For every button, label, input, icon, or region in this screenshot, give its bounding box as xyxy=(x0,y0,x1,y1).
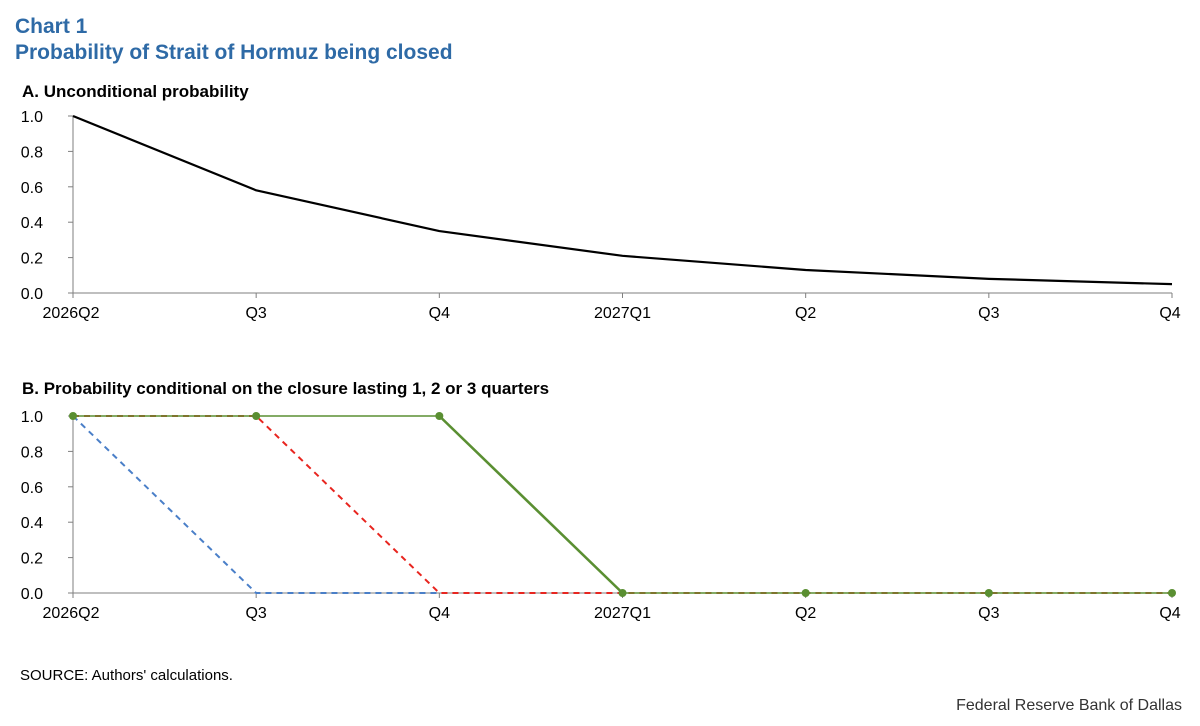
panel-b-series-3-point xyxy=(1168,589,1176,597)
panel-b-y-tick-label: 0.4 xyxy=(21,515,43,532)
panel-a-x-tick-label: 2026Q2 xyxy=(43,305,100,322)
panel-b-series-2-line xyxy=(73,415,1172,594)
panel-b-series-3-point xyxy=(984,589,993,597)
panel-b-x-tick-label: Q4 xyxy=(1159,605,1180,622)
panel-a-x-tick-label: Q3 xyxy=(978,305,999,322)
panel-b-series-3-point xyxy=(618,589,627,597)
panel-b-series-1-line xyxy=(72,415,1172,594)
panel-b-series-3-point xyxy=(69,412,77,420)
panel-b-y-tick-label: 0.6 xyxy=(21,480,43,497)
chart-title: Probability of Strait of Hormuz being cl… xyxy=(15,41,453,64)
panel-a-series-1-line xyxy=(72,114,1173,286)
panel-a-x-tick-label: Q3 xyxy=(245,305,266,322)
panel-a-y-tick-label: 0.8 xyxy=(21,144,43,161)
panel-b-x-tick-label: 2027Q1 xyxy=(594,605,651,622)
panel-b-series-3-line xyxy=(73,415,1172,594)
panel-b-y-tick-label: 0.2 xyxy=(21,551,43,568)
panel-b-series-3-point xyxy=(435,412,444,420)
chart-label: Chart 1 xyxy=(15,15,88,38)
panel-a-x-tick-label: Q2 xyxy=(795,305,816,322)
publisher-credit: Federal Reserve Bank of Dallas xyxy=(956,697,1182,714)
panel-b-x-tick-label: 2026Q2 xyxy=(43,605,100,622)
panel-b-x-tick-label: Q3 xyxy=(245,605,266,622)
panel-b-title: B. Probability conditional on the closur… xyxy=(22,379,550,398)
panel-b-x-tick-label: Q3 xyxy=(978,605,999,622)
panel-a-title: A. Unconditional probability xyxy=(22,82,249,101)
panel-a-y-tick-label: 0.2 xyxy=(21,251,43,268)
panel-a-y-tick-label: 0.0 xyxy=(21,286,43,303)
panel-a-x-tick-label: 2027Q1 xyxy=(594,305,651,322)
panel-b-x-tick-label: Q2 xyxy=(795,605,816,622)
panel-b-x-tick-label: Q4 xyxy=(429,605,450,622)
panel-b-series-3-drop xyxy=(438,415,624,594)
panel-a-x-tick-label: Q4 xyxy=(1159,305,1180,322)
panel-a-y-tick-label: 0.4 xyxy=(21,215,43,232)
source-note: SOURCE: Authors' calculations. xyxy=(20,667,233,684)
panel-b-series-3-point xyxy=(801,589,810,597)
panel-b-y-tick-label: 0.8 xyxy=(21,444,43,461)
panel-b-y-tick-label: 0.0 xyxy=(21,586,43,603)
panel-a-y-tick-label: 0.6 xyxy=(21,180,43,197)
panel-b-y-tick-label: 1.0 xyxy=(21,409,43,426)
panel-a-y-tick-label: 1.0 xyxy=(21,109,43,126)
panel-a-x-tick-label: Q4 xyxy=(429,305,450,322)
panel-b-series-3-point xyxy=(252,412,261,420)
